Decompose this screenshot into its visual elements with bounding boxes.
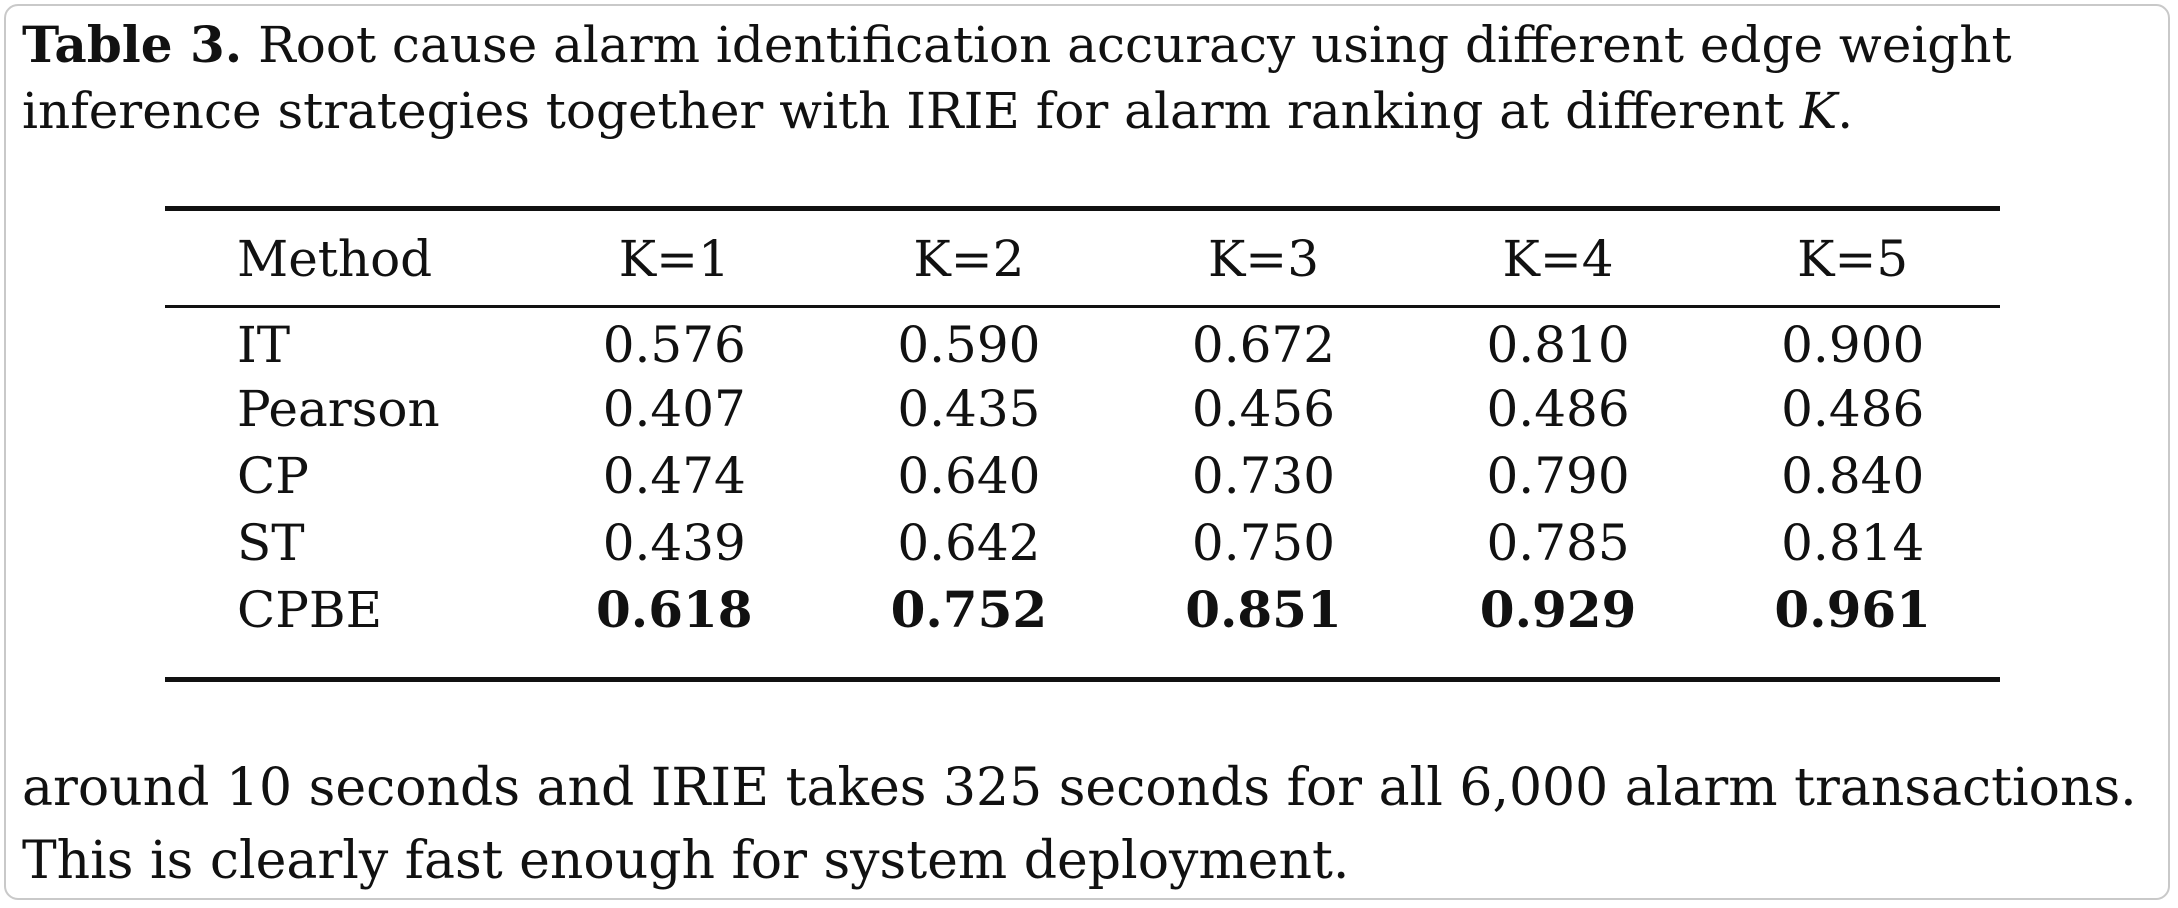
cell-value: 0.810 — [1486, 315, 1630, 374]
body-paragraph: around 10 seconds and IRIE takes 325 sec… — [22, 752, 2162, 898]
body-line-1: around 10 seconds and IRIE takes 325 sec… — [22, 758, 2137, 818]
header-k2: K=2 — [913, 230, 1025, 288]
top-rule — [165, 206, 2000, 211]
table-row: Pearson 0.407 0.435 0.456 0.486 0.486 — [165, 375, 2000, 442]
row-method: Pearson — [237, 379, 440, 438]
header-row: Method K=1 K=2 K=3 K=4 K=5 — [165, 206, 2000, 308]
table-row-best: CPBE 0.618 0.752 0.851 0.929 0.961 — [165, 576, 2000, 643]
cell-value: 0.486 — [1486, 379, 1630, 438]
header-k3: K=3 — [1207, 230, 1320, 288]
caption-label: Table 3. — [22, 15, 243, 74]
cell-value: 0.435 — [897, 379, 1041, 438]
cell-value: 0.456 — [1191, 379, 1336, 438]
cell-value: 0.785 — [1486, 513, 1630, 572]
row-method: IT — [237, 315, 291, 374]
cell-value-best: 0.618 — [596, 580, 753, 639]
cell-value: 0.790 — [1486, 446, 1630, 505]
results-table: Method K=1 K=2 K=3 K=4 K=5 IT 0.576 0.59… — [165, 206, 2000, 643]
cell-value: 0.750 — [1191, 513, 1336, 572]
figure-frame — [4, 4, 2170, 900]
cell-value: 0.730 — [1191, 446, 1336, 505]
table-caption: Table 3. Root cause alarm identification… — [22, 12, 2162, 144]
cell-value: 0.474 — [602, 446, 746, 505]
cell-value-best: 0.961 — [1774, 580, 1931, 639]
cell-value: 0.672 — [1191, 315, 1336, 374]
header-k5: K=5 — [1797, 230, 1909, 288]
cell-value: 0.640 — [897, 446, 1041, 505]
cell-value: 0.486 — [1781, 379, 1925, 438]
cell-value: 0.407 — [602, 379, 746, 438]
header-method: Method — [237, 230, 433, 288]
row-method: CP — [237, 446, 309, 505]
cell-value: 0.840 — [1781, 446, 1925, 505]
header-k4: K=4 — [1502, 230, 1614, 288]
row-method: CPBE — [237, 580, 383, 639]
cell-value: 0.590 — [897, 315, 1041, 374]
body-line-2: This is clearly fast enough for system d… — [22, 831, 1350, 891]
cell-value: 0.642 — [897, 513, 1041, 572]
caption-k-symbol: K — [1799, 82, 1838, 140]
header-k1: K=1 — [618, 230, 730, 288]
table-row: ST 0.439 0.642 0.750 0.785 0.814 — [165, 509, 2000, 576]
cell-value-best: 0.752 — [890, 580, 1048, 639]
caption-period: . — [1837, 82, 1854, 140]
table-row: CP 0.474 0.640 0.730 0.790 0.840 — [165, 442, 2000, 509]
cell-value: 0.814 — [1781, 513, 1925, 572]
table-row: IT 0.576 0.590 0.672 0.810 0.900 — [165, 308, 2000, 375]
cell-value-best: 0.851 — [1185, 580, 1342, 639]
cell-value: 0.900 — [1781, 315, 1925, 374]
bottom-rule — [165, 677, 2000, 682]
cell-value-best: 0.929 — [1479, 580, 1637, 639]
cell-value: 0.576 — [602, 315, 746, 374]
caption-text: Root cause alarm identification accuracy… — [22, 16, 2012, 140]
cell-value: 0.439 — [602, 513, 746, 572]
row-method: ST — [237, 513, 305, 572]
header-rule — [165, 305, 2000, 308]
